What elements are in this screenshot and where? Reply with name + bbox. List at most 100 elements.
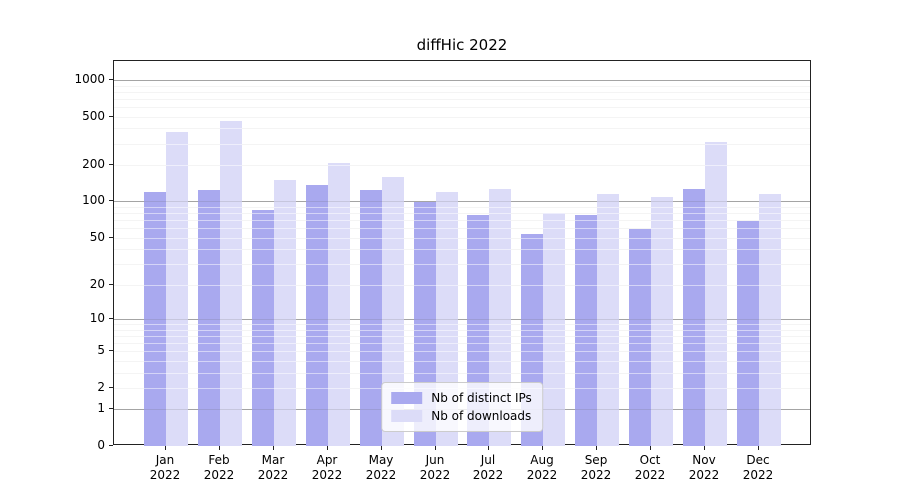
y-tick-label-2: 2	[97, 379, 105, 394]
legend-label-distinct-ips: Nb of distinct IPs	[431, 391, 532, 405]
y-tick-label-20: 20	[89, 276, 105, 291]
x-tick-label-may: May 2022	[365, 453, 397, 482]
bar-nb-of-downloads-apr	[327, 162, 350, 446]
plot-area: Nb of distinct IPs Nb of downloads	[113, 60, 811, 446]
gridline	[114, 336, 810, 337]
gridline	[114, 144, 810, 145]
y-tick-mark	[109, 445, 113, 446]
y-tick-label-10: 10	[89, 310, 105, 325]
gridline	[114, 213, 810, 214]
x-tick-label-jun: Jun 2022	[419, 453, 451, 482]
y-tick-mark	[109, 237, 113, 238]
bar-nb-of-downloads-aug	[543, 213, 566, 446]
gridline	[114, 264, 810, 265]
x-tick-mark	[273, 446, 274, 450]
bar-nb-of-distinct-ips-jan	[144, 192, 167, 446]
gridline	[114, 80, 810, 81]
y-tick-label-0: 0	[97, 438, 105, 452]
gridline	[114, 99, 810, 100]
x-tick-mark	[219, 446, 220, 450]
x-tick-label-jul: Jul 2022	[472, 453, 504, 482]
y-tick-label-5: 5	[97, 343, 105, 358]
gridline	[114, 343, 810, 344]
y-tick-mark	[109, 284, 113, 285]
bar-nb-of-distinct-ips-oct	[629, 229, 651, 446]
x-tick-mark	[542, 446, 543, 450]
y-tick-label-500: 500	[82, 108, 105, 123]
legend-swatch-distinct-ips	[391, 392, 423, 404]
x-tick-label-oct: Oct 2022	[634, 453, 666, 482]
bar-nb-of-distinct-ips-apr	[305, 184, 328, 446]
y-tick-label-1: 1	[97, 401, 105, 416]
x-tick-label-feb: Feb 2022	[203, 453, 235, 482]
y-tick-label-1000: 1000	[74, 71, 105, 86]
y-tick-mark	[109, 116, 113, 117]
bar-nb-of-downloads-sep	[597, 193, 620, 446]
legend-label-downloads: Nb of downloads	[431, 409, 532, 423]
y-tick-mark	[109, 200, 113, 201]
x-tick-label-apr: Apr 2022	[311, 453, 343, 482]
gridline	[114, 220, 810, 221]
y-tick-mark	[109, 318, 113, 319]
gridline	[114, 319, 810, 320]
gridline	[114, 128, 810, 129]
gridline	[114, 351, 810, 352]
gridline	[114, 319, 810, 320]
legend: Nb of distinct IPs Nb of downloads	[381, 382, 543, 432]
bar-nb-of-distinct-ips-feb	[198, 190, 221, 446]
gridline	[114, 324, 810, 325]
gridline	[114, 238, 810, 239]
gridline	[114, 201, 810, 202]
bar-nb-of-downloads-jan	[166, 131, 189, 446]
x-tick-mark	[704, 446, 705, 450]
x-tick-mark	[165, 446, 166, 450]
bar-nb-of-downloads-mar	[274, 180, 296, 446]
legend-swatch-downloads	[391, 410, 423, 422]
x-tick-mark	[327, 446, 328, 450]
y-tick-mark	[109, 79, 113, 80]
y-tick-label-50: 50	[89, 229, 105, 244]
gridline	[114, 165, 810, 166]
y-tick-label-200: 200	[82, 157, 105, 171]
x-tick-mark	[488, 446, 489, 450]
x-tick-mark	[650, 446, 651, 450]
y-tick-mark	[109, 387, 113, 388]
bar-nb-of-downloads-nov	[704, 141, 727, 446]
bar-nb-of-downloads-oct	[651, 196, 673, 446]
x-tick-mark	[758, 446, 759, 450]
x-tick-mark	[435, 446, 436, 450]
legend-item-distinct-ips: Nb of distinct IPs	[391, 390, 532, 406]
x-tick-mark	[596, 446, 597, 450]
bar-nb-of-downloads-feb	[220, 121, 243, 446]
x-tick-label-aug: Aug 2022	[526, 453, 558, 482]
y-tick-mark	[109, 350, 113, 351]
gridline	[114, 107, 810, 108]
bar-nb-of-downloads-dec	[758, 193, 781, 446]
gridline	[114, 228, 810, 229]
gridline	[114, 80, 810, 81]
gridline	[114, 285, 810, 286]
bar-nb-of-distinct-ips-dec	[736, 220, 759, 446]
gridline	[114, 201, 810, 202]
bar-nb-of-downloads-jul	[489, 188, 512, 446]
gridline	[114, 249, 810, 250]
gridline	[114, 86, 810, 87]
gridline	[114, 373, 810, 374]
x-tick-label-sep: Sep 2022	[580, 453, 612, 482]
gridline	[114, 330, 810, 331]
chart-title: diffHic 2022	[416, 36, 508, 54]
x-tick-mark	[381, 446, 382, 450]
x-tick-label-mar: Mar 2022	[257, 453, 289, 482]
legend-item-downloads: Nb of downloads	[391, 408, 532, 424]
x-tick-label-dec: Dec 2022	[742, 453, 774, 482]
gridline	[114, 92, 810, 93]
x-tick-label-jan: Jan 2022	[149, 453, 181, 482]
x-tick-label-nov: Nov 2022	[688, 453, 720, 482]
y-tick-label-100: 100	[82, 193, 105, 208]
bar-nb-of-downloads-may	[381, 176, 404, 446]
gridline	[114, 361, 810, 362]
bar-nb-of-distinct-ips-nov	[682, 189, 705, 446]
bar-nb-of-distinct-ips-mar	[252, 210, 274, 446]
gridline	[114, 207, 810, 208]
